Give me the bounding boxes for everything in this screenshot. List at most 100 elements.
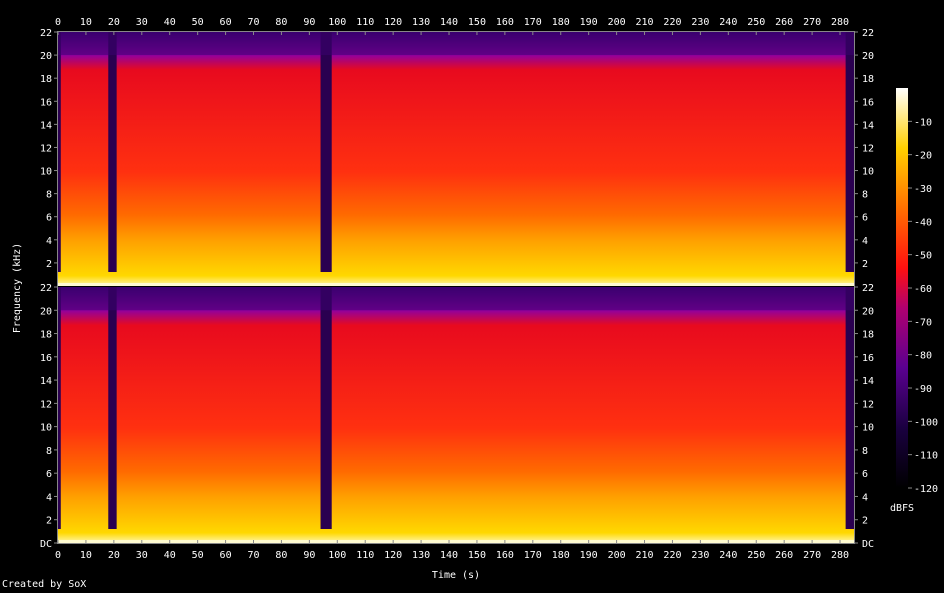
x-tick-bottom-label: 100 bbox=[328, 550, 346, 561]
y-tick-left-label: 10 bbox=[40, 423, 52, 434]
x-tick-bottom-label: 0 bbox=[55, 550, 61, 561]
x-tick-top-label: 240 bbox=[719, 17, 737, 28]
y-tick-left-label: 14 bbox=[40, 376, 52, 387]
x-tick-top-label: 270 bbox=[803, 17, 821, 28]
x-tick-top-label: 110 bbox=[356, 17, 374, 28]
channel-1-quiet-segment-0 bbox=[58, 32, 61, 272]
y-tick-right-label: 12 bbox=[862, 399, 874, 410]
x-tick-bottom-label: 150 bbox=[468, 550, 486, 561]
colorbar-tick-label: -60 bbox=[914, 284, 932, 295]
colorbar-tick-label: -10 bbox=[914, 117, 932, 128]
x-tick-top-label: 30 bbox=[136, 17, 148, 28]
colorbar-ticks: -10 -20 -30 -40 -50 -60 -70 -80 -90 -100 -110 -120 bbox=[908, 117, 938, 495]
y-tick-left-label: 22 bbox=[40, 28, 52, 39]
x-tick-top-label: 160 bbox=[496, 17, 514, 28]
y-tick-left-label: 10 bbox=[40, 167, 52, 178]
x-tick-bottom-label: 210 bbox=[635, 550, 653, 561]
colorbar: -10-20-30-40-50-60-70-80-90-100-110-120 … bbox=[890, 88, 938, 514]
x-tick-bottom-label: 110 bbox=[356, 550, 374, 561]
x-tick-top-label: 20 bbox=[108, 17, 120, 28]
x-tick-bottom-label: 160 bbox=[496, 550, 514, 561]
x-axis-top: 0 10 20 30 40 50 60 70 80 90 100 110 120 130 140 150 160… bbox=[55, 17, 849, 35]
y-tick-right-label: 20 bbox=[862, 306, 874, 317]
x-tick-bottom-label: 230 bbox=[691, 550, 709, 561]
y-tick-left-label: 4 bbox=[46, 236, 52, 247]
channel-2-quiet-segment-0 bbox=[58, 287, 61, 529]
x-tick-top-label: 80 bbox=[275, 17, 287, 28]
y-tick-left-label: 6 bbox=[46, 213, 52, 224]
x-tick-top-label: 180 bbox=[552, 17, 570, 28]
y-tick-left-label: 2 bbox=[46, 259, 52, 270]
x-tick-bottom-label: 130 bbox=[412, 550, 430, 561]
x-tick-bottom-label: 20 bbox=[108, 550, 120, 561]
y-tick-left-label: 20 bbox=[40, 306, 52, 317]
channel-2-dc-line bbox=[58, 540, 854, 543]
x-tick-top-label: 230 bbox=[691, 17, 709, 28]
x-tick-top-label: 50 bbox=[192, 17, 204, 28]
x-tick-bottom-label: 10 bbox=[80, 550, 92, 561]
x-axis-bottom: 0 10 20 30 40 50 60 70 80 90 100 110 120 130 140 150 160… bbox=[55, 540, 849, 561]
y-tick-right-label: 6 bbox=[862, 213, 868, 224]
y-tick-right-label: 16 bbox=[862, 353, 874, 364]
colorbar-gradient bbox=[896, 88, 908, 488]
y-tick-right-label: 16 bbox=[862, 97, 874, 108]
colorbar-label: dBFS bbox=[890, 503, 914, 514]
x-tick-bottom-label: 260 bbox=[775, 550, 793, 561]
channel-2-quiet-segment-3 bbox=[845, 287, 854, 529]
colorbar-tick-label: -20 bbox=[914, 151, 932, 162]
y-tick-left-label: 8 bbox=[46, 446, 52, 457]
x-tick-top-label: 120 bbox=[384, 17, 402, 28]
x-tick-top-label: 150 bbox=[468, 17, 486, 28]
x-tick-top-label: 280 bbox=[831, 17, 849, 28]
x-tick-bottom-label: 280 bbox=[831, 550, 849, 561]
y-tick-right-label: 10 bbox=[862, 167, 874, 178]
y-tick-right-label: 12 bbox=[862, 143, 874, 154]
y-tick-left-label: DC bbox=[40, 539, 52, 550]
y-tick-left-label: 8 bbox=[46, 190, 52, 201]
colorbar-tick-label: -80 bbox=[914, 351, 932, 362]
y-tick-right-label: 14 bbox=[862, 376, 874, 387]
x-tick-bottom-label: 40 bbox=[164, 550, 176, 561]
channel-1-quiet-segment-1 bbox=[108, 32, 117, 272]
y-tick-left-label: 2 bbox=[46, 516, 52, 527]
x-tick-top-label: 0 bbox=[55, 17, 61, 28]
x-tick-bottom-label: 240 bbox=[719, 550, 737, 561]
x-tick-bottom-label: 190 bbox=[580, 550, 598, 561]
y-axis-label: Frequency (kHz) bbox=[12, 243, 23, 333]
channel-1-quiet-segment-3 bbox=[845, 32, 854, 272]
x-tick-bottom-label: 70 bbox=[247, 550, 259, 561]
y-tick-left-label: 18 bbox=[40, 330, 52, 341]
x-tick-bottom-label: 30 bbox=[136, 550, 148, 561]
y-tick-left-label: 6 bbox=[46, 469, 52, 480]
x-tick-top-label: 10 bbox=[80, 17, 92, 28]
y-tick-left-label: 16 bbox=[40, 97, 52, 108]
x-tick-top-label: 100 bbox=[328, 17, 346, 28]
x-tick-top-label: 40 bbox=[164, 17, 176, 28]
y-tick-right-label: 2 bbox=[862, 259, 868, 270]
x-tick-top-label: 170 bbox=[524, 17, 542, 28]
x-tick-top-label: 60 bbox=[220, 17, 232, 28]
channel-1-field bbox=[58, 32, 854, 286]
x-tick-bottom-label: 250 bbox=[747, 550, 765, 561]
x-tick-top-label: 70 bbox=[247, 17, 259, 28]
x-tick-top-label: 140 bbox=[440, 17, 458, 28]
x-tick-bottom-label: 170 bbox=[524, 550, 542, 561]
channel-2-above-cutoff-band bbox=[58, 287, 854, 311]
y-tick-right-label: 4 bbox=[862, 236, 868, 247]
channel-2-quiet-segments bbox=[58, 287, 854, 529]
colorbar-tick-label: -30 bbox=[914, 184, 932, 195]
y-tick-right-label: 18 bbox=[862, 330, 874, 341]
y-tick-left-label: 16 bbox=[40, 353, 52, 364]
x-tick-top-label: 220 bbox=[663, 17, 681, 28]
x-tick-top-label: 260 bbox=[775, 17, 793, 28]
x-tick-bottom-label: 200 bbox=[608, 550, 626, 561]
channel-1-quiet-segments bbox=[58, 32, 854, 272]
channel-2-spectrogram bbox=[58, 287, 854, 543]
y-tick-left-label: 4 bbox=[46, 492, 52, 503]
colorbar-tick-label: -110 bbox=[914, 451, 938, 462]
y-tick-left-label: 14 bbox=[40, 120, 52, 131]
x-tick-bottom-label: 120 bbox=[384, 550, 402, 561]
y-tick-right-label: 2 bbox=[862, 516, 868, 527]
